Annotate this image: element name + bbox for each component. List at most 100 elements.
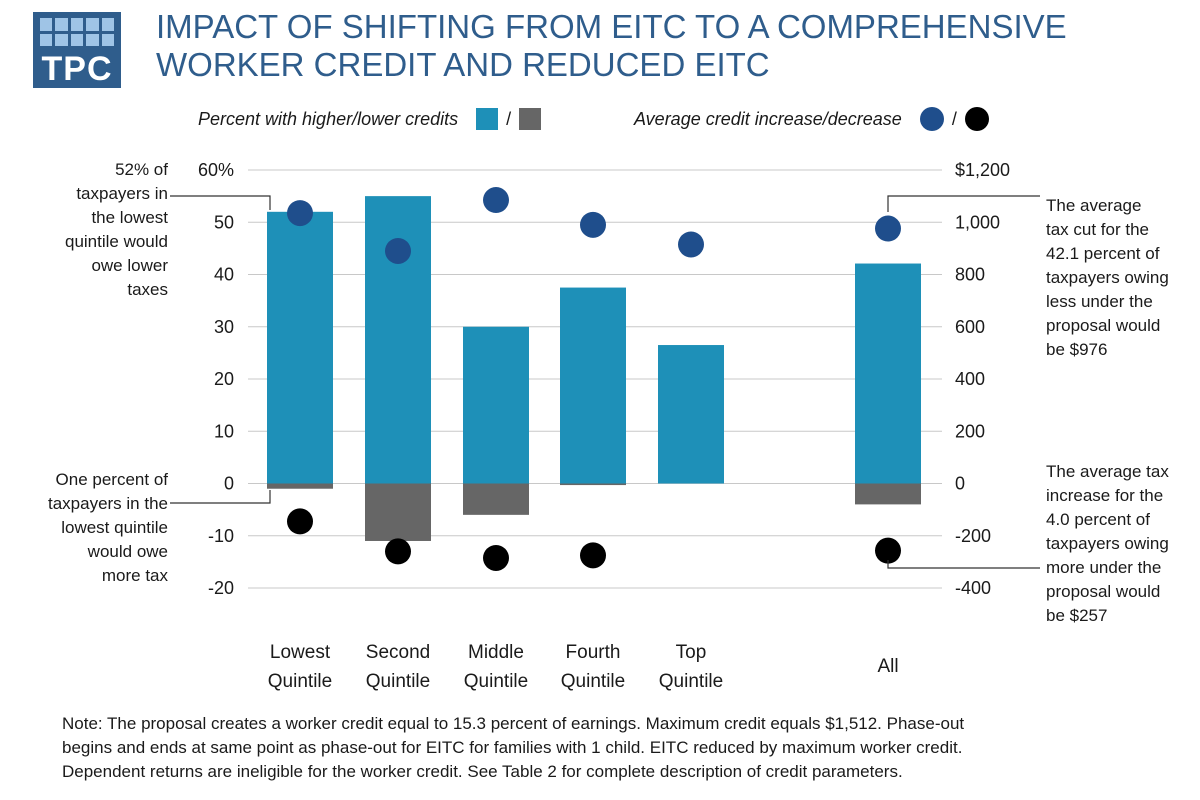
left-tick-label: -10 [208, 526, 234, 546]
right-tick-label: $1,200 [955, 160, 1010, 180]
note-line-1: Note: The proposal creates a worker cred… [62, 714, 965, 733]
annotation-line: proposal would [1046, 316, 1161, 335]
annotation-line: proposal would [1046, 582, 1161, 601]
category-label: Quintile [561, 671, 625, 692]
left-tick-label: 20 [214, 369, 234, 389]
legend-decrease-dot [964, 107, 989, 131]
category-label: Quintile [464, 671, 528, 692]
leader-line-lowest-lower [170, 490, 271, 504]
category-label: Quintile [659, 671, 723, 692]
note: Note: The proposal creates a worker cred… [62, 712, 1192, 784]
annotation-line: The average [1046, 196, 1142, 215]
title-line-2: worker credit and reduced EITC [156, 46, 770, 83]
legend-dots-label: Average credit increase/decrease [634, 108, 902, 129]
dot-decrease [875, 537, 901, 564]
category-label: Fourth [566, 642, 621, 663]
dot-increase [678, 231, 704, 258]
bar-higher [855, 263, 921, 484]
annotation-line: the lowest [91, 208, 168, 227]
annotation-line: taxpayers in the [47, 494, 168, 513]
right-tick-label: 1,000 [955, 212, 1000, 232]
left-tick-label: 40 [214, 265, 234, 285]
logo-text: TPC [41, 50, 113, 88]
category-label: Middle [468, 642, 524, 663]
tpc-logo: TPC [33, 12, 121, 88]
bar-lower [267, 483, 333, 489]
legend-dots: Average credit increase/decrease / [634, 104, 997, 134]
leader-line-lowest-higher [170, 195, 271, 210]
annotation-line: 4.0 percent of [1046, 510, 1150, 529]
legend-higher-swatch [476, 108, 499, 130]
annotation: The average tax cut for the 42.1 percent o… [1046, 194, 1196, 362]
bar-higher [463, 326, 529, 484]
dot-decrease [580, 542, 606, 569]
annotation-line: be $257 [1046, 606, 1108, 625]
legend-bars-label: Percent with higher/lower credits [198, 108, 459, 129]
dot-increase [580, 211, 606, 238]
right-tick-label: -400 [955, 578, 991, 598]
annotation-line: less under the [1046, 292, 1153, 311]
left-tick-label: -20 [208, 578, 234, 598]
annotation-line: lowest quintile [61, 518, 168, 537]
annotation-line: 42.1 percent of [1046, 244, 1160, 263]
left-tick-label: 0 [224, 474, 234, 494]
annotation-line: more tax [101, 566, 168, 585]
legend-lower-swatch [519, 108, 542, 130]
left-tick-label: 10 [214, 421, 234, 441]
right-tick-label: 800 [955, 265, 985, 285]
dot-decrease [385, 538, 411, 565]
note-line-2: begins and ends at same point as phase-o… [62, 738, 963, 757]
legend-increase-dot [919, 107, 944, 131]
note-line-3: Dependent returns are ineligible for the… [62, 762, 903, 781]
bar-lower [855, 483, 921, 505]
title-line-1: Impact of shifting from EITC to a compre… [156, 8, 1067, 45]
dot-decrease [287, 508, 313, 535]
annotation-line: tax cut for the [1046, 220, 1149, 239]
bar-lower [463, 483, 529, 515]
bar-higher [267, 211, 333, 484]
annotation-line: increase for the [1046, 486, 1164, 505]
leader-line-all-decrease [887, 560, 1040, 569]
bar-higher [658, 345, 724, 484]
leader-line-all-increase [887, 195, 1040, 212]
legend-slash-2: / [951, 108, 957, 129]
left-tick-label: 50 [214, 212, 234, 232]
right-tick-label: -200 [955, 526, 991, 546]
right-tick-label: 200 [955, 421, 985, 441]
legend-slash-1: / [506, 108, 512, 129]
annotation-line: more under the [1046, 558, 1162, 577]
right-tick-label: 600 [955, 317, 985, 337]
annotation-line: taxpayers owing [1046, 534, 1169, 553]
category-label: Quintile [268, 671, 332, 692]
dot-increase [483, 187, 509, 214]
annotation-line: be $976 [1046, 340, 1108, 359]
logo-grid [40, 18, 114, 46]
category-label: Quintile [366, 671, 430, 692]
dot-decrease [483, 544, 509, 571]
left-tick-label: 60% [198, 160, 234, 180]
right-tick-label: 0 [955, 474, 965, 494]
dot-increase [875, 215, 901, 242]
annotation-line: owe lower [91, 256, 168, 275]
bar-lower [365, 483, 431, 541]
category-label: Lowest [270, 642, 331, 663]
dot-increase [385, 237, 411, 264]
annotation: One percent of taxpayers in the lowest qui… [10, 468, 168, 588]
annotation-line: taxes [127, 280, 168, 299]
bar-higher [560, 287, 626, 484]
annotation-line: quintile would [64, 232, 168, 251]
annotation-line: would owe [87, 542, 168, 561]
annotation-line: One percent of [55, 470, 168, 489]
dot-increase [287, 200, 313, 227]
right-tick-label: 400 [955, 369, 985, 389]
annotation-line: taxpayers owing [1046, 268, 1169, 287]
bar-lower [560, 483, 626, 486]
left-tick-label: 30 [214, 317, 234, 337]
category-label: Top [676, 642, 707, 663]
category-label: All [877, 656, 898, 677]
chart-title: Impact of shifting from EITC to a compre… [156, 8, 1176, 84]
legend-bars: Percent with higher/lower credits / [198, 104, 549, 134]
annotation: 52% of taxpayers in the lowest quintile wou… [30, 158, 168, 302]
annotation-line: 52% of [115, 160, 168, 179]
